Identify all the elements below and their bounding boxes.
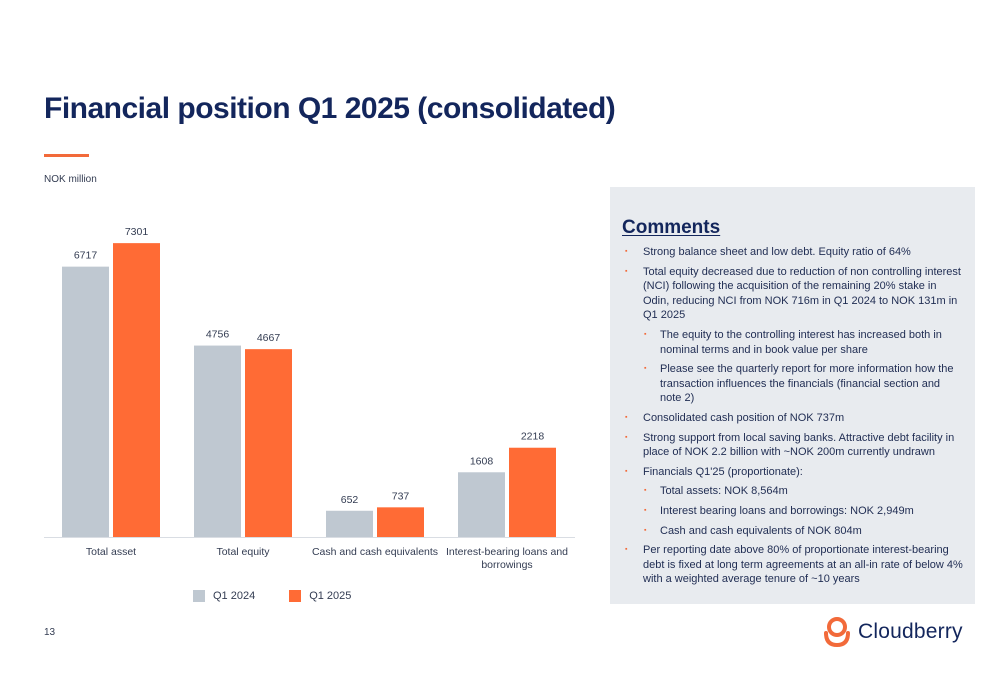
logo-text: Cloudberry (858, 620, 963, 643)
category-label: Interest-bearing loans and (446, 546, 568, 558)
bar-q1-2025-1 (245, 349, 292, 537)
bar-q1-2024-2 (326, 510, 373, 537)
data-label: 1608 (470, 455, 494, 467)
page-number: 13 (44, 627, 56, 638)
data-label: 2218 (521, 431, 545, 443)
legend-swatch-q1-2024 (193, 590, 205, 602)
comment-subitem: Cash and cash equivalents of NOK 804m (622, 524, 963, 539)
comments-list: Strong balance sheet and low debt. Equit… (622, 245, 963, 587)
category-label: Total equity (216, 546, 270, 558)
bar-q1-2025-2 (377, 507, 424, 537)
comment-item: Consolidated cash position of NOK 737m (622, 411, 963, 426)
comment-item: Strong balance sheet and low debt. Equit… (622, 245, 963, 260)
data-label: 652 (341, 494, 359, 506)
legend-label-q1-2025: Q1 2025 (309, 590, 352, 602)
slide-title: Financial position Q1 2025 (consolidated… (44, 92, 616, 125)
legend-item-q1-2024: Q1 2024 (193, 590, 255, 602)
data-label: 4667 (257, 332, 281, 344)
bar-q1-2024-3 (458, 472, 505, 537)
data-label: 6717 (74, 250, 98, 262)
comment-item: Per reporting date above 80% of proporti… (622, 543, 963, 587)
data-label: 737 (392, 490, 410, 502)
comment-subitem: Total assets: NOK 8,564m (622, 484, 963, 499)
comment-item: Financials Q1'25 (proportionate): (622, 465, 963, 480)
category-label: Total asset (86, 546, 136, 558)
bar-q1-2025-3 (509, 447, 556, 537)
legend-label-q1-2024: Q1 2024 (213, 590, 256, 602)
unit-label: NOK million (44, 174, 97, 185)
company-logo: Cloudberry (822, 616, 963, 648)
data-label: 4756 (206, 329, 230, 341)
comment-subitem: Interest bearing loans and borrowings: N… (622, 504, 963, 519)
title-accent-line (44, 154, 89, 157)
comment-subitem: The equity to the controlling interest h… (622, 328, 963, 357)
comments-panel: Comments Strong balance sheet and low de… (610, 187, 975, 604)
bar-chart: 6717 7301 Total asset 4756 4667 Total equity 6… (44, 226, 575, 571)
category-label: Cash and cash equivalents (312, 546, 438, 558)
comment-item: Total equity decreased due to reduction … (622, 265, 963, 323)
legend-item-q1-2025: Q1 2025 (289, 590, 351, 602)
comment-item: Strong support from local saving banks. … (622, 431, 963, 460)
cloudberry-logo-icon (824, 617, 850, 648)
legend-swatch-q1-2025 (289, 590, 302, 602)
bar-q1-2024-0 (62, 266, 109, 537)
comment-subitem: Please see the quarterly report for more… (622, 362, 963, 406)
bar-q1-2025-0 (113, 243, 160, 537)
category-label: borrowings (481, 559, 532, 571)
chart-legend: Q1 2024 Q1 2025 (193, 590, 351, 602)
comments-title: Comments (622, 217, 721, 238)
data-label: 7301 (125, 226, 149, 238)
bar-q1-2024-1 (194, 345, 241, 537)
